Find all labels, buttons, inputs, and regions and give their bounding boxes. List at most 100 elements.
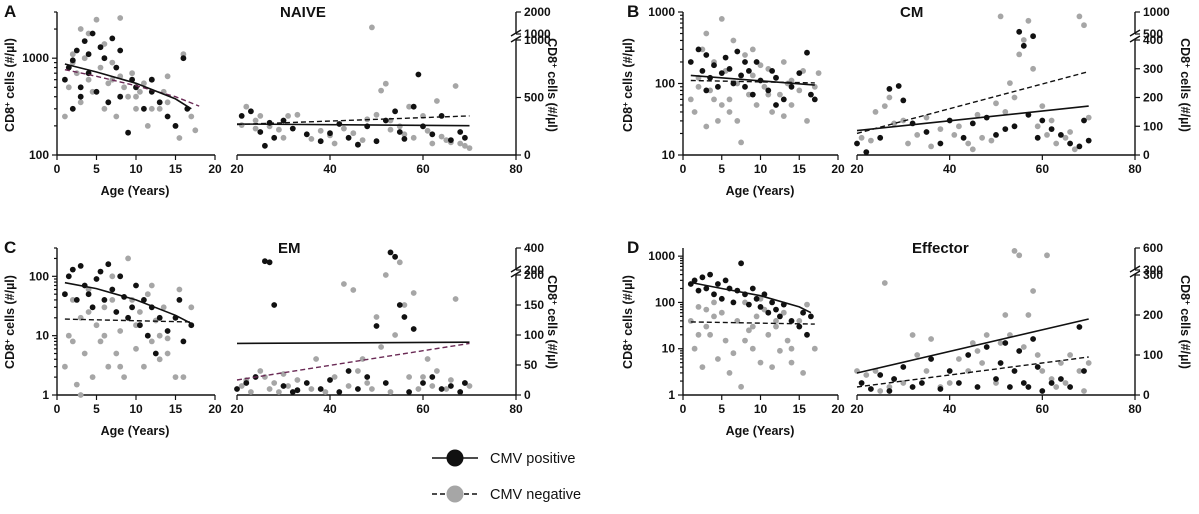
x-tick-label: 40 bbox=[943, 402, 957, 416]
data-point-negative bbox=[1025, 312, 1032, 318]
legend-marker-positive bbox=[446, 449, 464, 467]
data-point-negative bbox=[703, 123, 710, 130]
panel-title: Effector bbox=[912, 240, 969, 257]
data-point-negative bbox=[974, 348, 981, 354]
data-point-negative bbox=[1085, 114, 1092, 121]
data-point-positive bbox=[188, 322, 195, 329]
data-point-negative bbox=[1067, 129, 1073, 135]
data-point-positive bbox=[137, 322, 143, 329]
data-point-positive bbox=[726, 66, 733, 72]
data-point-positive bbox=[699, 274, 706, 281]
data-point-positive bbox=[317, 138, 324, 145]
data-point-negative bbox=[77, 392, 84, 398]
data-point-positive bbox=[895, 83, 902, 89]
x-tick-label: 40 bbox=[943, 162, 957, 176]
data-point-positive bbox=[749, 285, 756, 292]
data-point-positive bbox=[983, 344, 990, 350]
data-point-negative bbox=[382, 80, 389, 87]
fit-line-positive bbox=[856, 318, 1089, 374]
data-point-negative bbox=[448, 377, 454, 383]
data-point-positive bbox=[117, 273, 124, 280]
data-point-positive bbox=[410, 326, 417, 332]
panel-title: NAIVE bbox=[280, 4, 326, 21]
data-point-negative bbox=[69, 338, 76, 345]
data-point-positive bbox=[109, 286, 116, 293]
data-point-positive bbox=[271, 134, 278, 141]
data-point-positive bbox=[1030, 336, 1036, 342]
data-point-negative bbox=[979, 360, 985, 366]
data-point-positive bbox=[93, 276, 100, 282]
data-point-negative bbox=[1002, 312, 1009, 318]
data-point-negative bbox=[1067, 352, 1073, 358]
x-tick-label: 80 bbox=[509, 162, 523, 176]
data-point-negative bbox=[176, 135, 183, 141]
data-point-positive bbox=[243, 380, 250, 386]
data-point-negative bbox=[695, 304, 702, 310]
data-point-positive bbox=[1020, 42, 1027, 49]
data-point-negative bbox=[726, 109, 733, 115]
data-point-positive bbox=[687, 59, 694, 65]
y-tick-label: 100 bbox=[29, 269, 49, 283]
data-point-negative bbox=[969, 340, 976, 346]
data-point-negative bbox=[164, 73, 171, 80]
data-point-negative bbox=[974, 111, 981, 118]
data-point-negative bbox=[965, 140, 972, 147]
data-point-negative bbox=[164, 350, 171, 357]
y-tick-label: 100 bbox=[524, 328, 544, 342]
data-point-negative bbox=[396, 123, 403, 130]
fit-line-positive bbox=[856, 105, 1089, 132]
data-point-positive bbox=[462, 134, 468, 141]
data-point-negative bbox=[434, 98, 440, 104]
data-point-negative bbox=[148, 282, 155, 289]
data-point-positive bbox=[164, 328, 171, 334]
data-point-positive bbox=[1058, 132, 1064, 138]
data-point-positive bbox=[863, 149, 870, 156]
data-point-negative bbox=[369, 24, 375, 31]
data-point-positive bbox=[773, 74, 779, 81]
data-point-negative bbox=[726, 370, 733, 376]
y-tick-label: 10 bbox=[36, 329, 50, 343]
y-tick-label: 1000 bbox=[524, 33, 551, 47]
data-point-positive bbox=[438, 386, 445, 392]
data-point-positive bbox=[266, 259, 273, 266]
fit-line-negative bbox=[856, 356, 1089, 388]
data-point-negative bbox=[466, 145, 473, 152]
data-point-negative bbox=[868, 137, 874, 144]
data-point-positive bbox=[271, 302, 278, 308]
data-point-positive bbox=[1034, 134, 1041, 141]
data-point-negative bbox=[707, 331, 713, 338]
data-point-negative bbox=[988, 137, 995, 144]
data-point-positive bbox=[800, 309, 806, 316]
legend-label-positive: CMV positive bbox=[490, 451, 575, 467]
data-point-negative bbox=[1034, 352, 1041, 358]
data-point-positive bbox=[156, 99, 163, 106]
data-point-positive bbox=[73, 297, 80, 303]
data-point-negative bbox=[378, 344, 384, 350]
data-point-positive bbox=[77, 84, 84, 91]
data-point-positive bbox=[854, 140, 860, 147]
data-point-negative bbox=[1039, 368, 1046, 374]
data-point-negative bbox=[877, 388, 884, 394]
data-point-positive bbox=[928, 356, 934, 362]
x-tick-label: 0 bbox=[54, 402, 61, 416]
data-point-negative bbox=[997, 340, 1004, 346]
y-tick-label: 1 bbox=[42, 388, 49, 402]
data-point-negative bbox=[891, 120, 897, 127]
data-point-negative bbox=[382, 272, 389, 278]
data-point-negative bbox=[699, 364, 706, 370]
panel-letter: B bbox=[627, 2, 639, 21]
axis-break-mark bbox=[510, 270, 522, 278]
data-point-negative bbox=[769, 109, 775, 115]
left-y-axis-label: CD8+ cells (#/µl) bbox=[3, 275, 18, 369]
data-point-negative bbox=[757, 62, 764, 69]
y-tick-label: 500 bbox=[524, 91, 544, 105]
x-axis-label: Age (Years) bbox=[101, 424, 170, 438]
data-point-negative bbox=[711, 299, 717, 306]
data-point-negative bbox=[687, 318, 694, 324]
data-point-negative bbox=[695, 83, 702, 90]
data-point-positive bbox=[164, 113, 171, 120]
data-point-negative bbox=[951, 132, 958, 138]
data-point-negative bbox=[156, 332, 163, 339]
data-point-negative bbox=[1020, 344, 1027, 350]
data-point-positive bbox=[1002, 126, 1009, 132]
